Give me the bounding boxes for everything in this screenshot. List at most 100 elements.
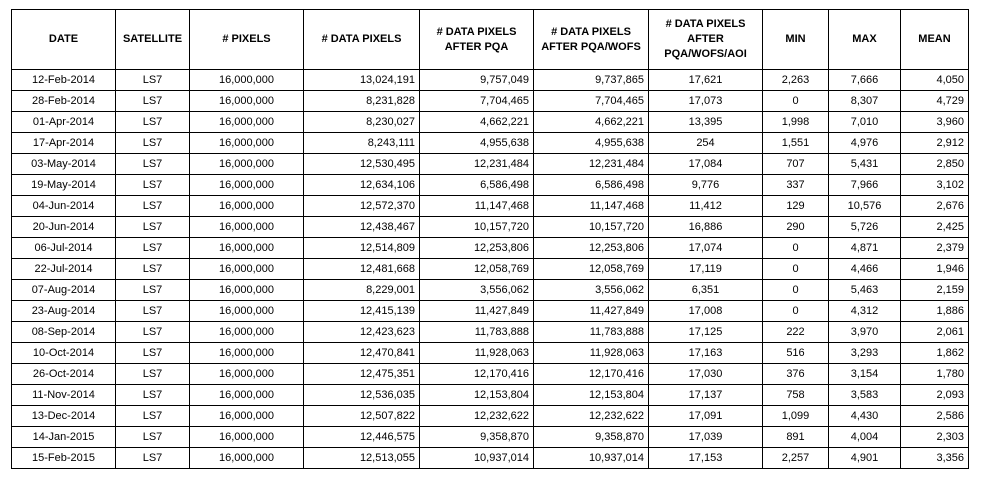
cell-date: 28-Feb-2014	[11, 90, 116, 112]
cell-after-pqa: 6,586,498	[419, 174, 534, 196]
cell-after-pqa: 9,757,049	[419, 69, 534, 91]
cell-satellite: LS7	[115, 174, 190, 196]
cell-after-pqa-wofs: 12,253,806	[533, 237, 649, 259]
table-row: 20-Jun-2014 LS7 16,000,000 12,438,467 10,157…	[11, 216, 969, 238]
header-data-pixels-after-pqa: # DATA PIXELS AFTER PQA	[419, 9, 534, 70]
cell-after-pqa-wofs: 11,928,063	[533, 342, 649, 364]
cell-satellite: LS7	[115, 111, 190, 133]
cell-pixels: 16,000,000	[189, 405, 304, 427]
cell-max: 3,970	[828, 321, 901, 343]
cell-min: 2,257	[762, 447, 829, 469]
cell-after-pqa-wofs-aoi: 9,776	[648, 174, 763, 196]
cell-pixels: 16,000,000	[189, 321, 304, 343]
cell-after-pqa-wofs-aoi: 6,351	[648, 279, 763, 301]
cell-mean: 2,912	[900, 132, 969, 154]
cell-mean: 1,780	[900, 363, 969, 385]
cell-max: 5,431	[828, 153, 901, 175]
cell-mean: 3,102	[900, 174, 969, 196]
cell-data-pixels: 8,230,027	[303, 111, 420, 133]
cell-date: 13-Dec-2014	[11, 405, 116, 427]
cell-max: 3,583	[828, 384, 901, 406]
cell-satellite: LS7	[115, 405, 190, 427]
cell-after-pqa-wofs-aoi: 17,119	[648, 258, 763, 280]
cell-min: 707	[762, 153, 829, 175]
cell-after-pqa-wofs: 4,955,638	[533, 132, 649, 154]
cell-after-pqa-wofs-aoi: 17,030	[648, 363, 763, 385]
cell-pixels: 16,000,000	[189, 363, 304, 385]
cell-after-pqa-wofs: 12,232,622	[533, 405, 649, 427]
cell-max: 4,312	[828, 300, 901, 322]
cell-mean: 2,425	[900, 216, 969, 238]
cell-date: 26-Oct-2014	[11, 363, 116, 385]
cell-max: 7,010	[828, 111, 901, 133]
cell-date: 01-Apr-2014	[11, 111, 116, 133]
cell-min: 0	[762, 237, 829, 259]
cell-after-pqa: 3,556,062	[419, 279, 534, 301]
cell-after-pqa-wofs: 12,231,484	[533, 153, 649, 175]
table-body: 12-Feb-2014 LS7 16,000,000 13,024,191 9,757,…	[11, 69, 969, 469]
cell-data-pixels: 12,572,370	[303, 195, 420, 217]
table-row: 10-Oct-2014 LS7 16,000,000 12,470,841 11,928…	[11, 342, 969, 364]
cell-max: 3,154	[828, 363, 901, 385]
cell-min: 1,551	[762, 132, 829, 154]
cell-mean: 4,050	[900, 69, 969, 91]
cell-after-pqa-wofs: 10,937,014	[533, 447, 649, 469]
cell-data-pixels: 12,634,106	[303, 174, 420, 196]
cell-data-pixels: 12,415,139	[303, 300, 420, 322]
cell-pixels: 16,000,000	[189, 342, 304, 364]
cell-after-pqa: 10,157,720	[419, 216, 534, 238]
cell-after-pqa-wofs: 9,358,870	[533, 426, 649, 448]
cell-after-pqa-wofs: 10,157,720	[533, 216, 649, 238]
cell-after-pqa-wofs: 11,147,468	[533, 195, 649, 217]
table-row: 03-May-2014 LS7 16,000,000 12,530,495 12,231…	[11, 153, 969, 175]
cell-pixels: 16,000,000	[189, 132, 304, 154]
header-pixels: # PIXELS	[189, 9, 304, 70]
cell-data-pixels: 8,229,001	[303, 279, 420, 301]
cell-date: 07-Aug-2014	[11, 279, 116, 301]
cell-after-pqa-wofs-aoi: 16,886	[648, 216, 763, 238]
cell-after-pqa: 12,170,416	[419, 363, 534, 385]
cell-after-pqa: 12,253,806	[419, 237, 534, 259]
table-row: 19-May-2014 LS7 16,000,000 12,634,106 6,586,…	[11, 174, 969, 196]
header-row: DATE SATELLITE # PIXELS # DATA PIXELS # …	[11, 9, 969, 70]
cell-data-pixels: 12,438,467	[303, 216, 420, 238]
cell-after-pqa: 11,147,468	[419, 195, 534, 217]
table-row: 07-Aug-2014 LS7 16,000,000 8,229,001 3,556,0…	[11, 279, 969, 301]
cell-pixels: 16,000,000	[189, 153, 304, 175]
table-row: 04-Jun-2014 LS7 16,000,000 12,572,370 11,147…	[11, 195, 969, 217]
cell-date: 15-Feb-2015	[11, 447, 116, 469]
cell-after-pqa: 4,955,638	[419, 132, 534, 154]
cell-min: 2,263	[762, 69, 829, 91]
cell-after-pqa-wofs-aoi: 17,163	[648, 342, 763, 364]
cell-date: 22-Jul-2014	[11, 258, 116, 280]
cell-min: 376	[762, 363, 829, 385]
cell-pixels: 16,000,000	[189, 90, 304, 112]
cell-data-pixels: 12,423,623	[303, 321, 420, 343]
cell-after-pqa: 4,662,221	[419, 111, 534, 133]
table-row: 13-Dec-2014 LS7 16,000,000 12,507,822 12,232…	[11, 405, 969, 427]
cell-after-pqa-wofs: 3,556,062	[533, 279, 649, 301]
cell-pixels: 16,000,000	[189, 216, 304, 238]
cell-min: 891	[762, 426, 829, 448]
cell-pixels: 16,000,000	[189, 300, 304, 322]
cell-after-pqa-wofs: 11,783,888	[533, 321, 649, 343]
cell-after-pqa-wofs-aoi: 17,008	[648, 300, 763, 322]
cell-data-pixels: 13,024,191	[303, 69, 420, 91]
cell-after-pqa: 12,153,804	[419, 384, 534, 406]
cell-satellite: LS7	[115, 321, 190, 343]
satellite-pixel-stats-table: DATE SATELLITE # PIXELS # DATA PIXELS # …	[11, 9, 969, 469]
cell-after-pqa: 12,231,484	[419, 153, 534, 175]
table-row: 17-Apr-2014 LS7 16,000,000 8,243,111 4,955,6…	[11, 132, 969, 154]
cell-mean: 2,159	[900, 279, 969, 301]
table-row: 15-Feb-2015 LS7 16,000,000 12,513,055 10,937…	[11, 447, 969, 469]
cell-pixels: 16,000,000	[189, 237, 304, 259]
cell-date: 04-Jun-2014	[11, 195, 116, 217]
cell-max: 3,293	[828, 342, 901, 364]
cell-data-pixels: 12,514,809	[303, 237, 420, 259]
cell-max: 4,871	[828, 237, 901, 259]
cell-pixels: 16,000,000	[189, 195, 304, 217]
cell-mean: 2,379	[900, 237, 969, 259]
cell-after-pqa-wofs: 12,153,804	[533, 384, 649, 406]
cell-data-pixels: 12,446,575	[303, 426, 420, 448]
cell-min: 0	[762, 258, 829, 280]
